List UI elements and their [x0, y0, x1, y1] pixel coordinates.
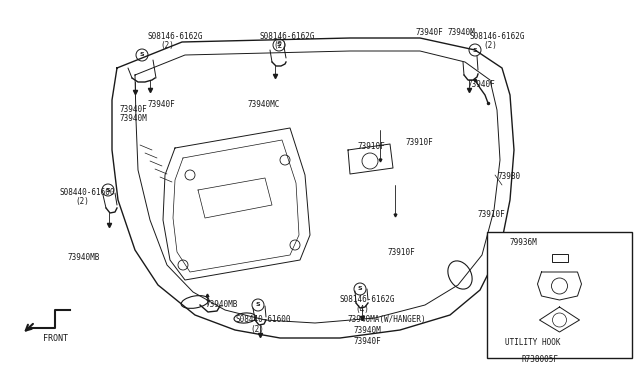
Text: S08440-61600: S08440-61600 [60, 188, 115, 197]
Text: S: S [276, 42, 282, 48]
Text: 73910F: 73910F [388, 248, 416, 257]
Text: FRONT: FRONT [43, 334, 68, 343]
Text: R738005F: R738005F [522, 355, 559, 364]
Text: 739B0: 739B0 [497, 172, 520, 181]
Text: 73940M: 73940M [120, 114, 148, 123]
Text: (2): (2) [250, 325, 264, 334]
Text: 73940MC: 73940MC [248, 100, 280, 109]
Bar [552, 254, 568, 262]
Text: (2): (2) [483, 41, 497, 50]
Text: (2): (2) [75, 197, 89, 206]
Text: S: S [140, 52, 144, 58]
Text: (2): (2) [160, 41, 174, 50]
Text: 73910F: 73910F [358, 142, 386, 151]
Text: S08146-6162G: S08146-6162G [260, 32, 316, 41]
Text: 73940MA(W/HANGER): 73940MA(W/HANGER) [348, 315, 427, 324]
Text: (4): (4) [355, 305, 369, 314]
Text: 73940F: 73940F [353, 337, 381, 346]
Text: 73910F: 73910F [477, 210, 505, 219]
Text: 73940M: 73940M [447, 28, 475, 37]
Text: 73940F: 73940F [120, 105, 148, 114]
Text: S08146-6162G: S08146-6162G [148, 32, 204, 41]
Text: S08440-61600: S08440-61600 [235, 315, 291, 324]
Text: S: S [473, 48, 477, 52]
Text: 79936M: 79936M [510, 238, 538, 247]
Text: 73940F: 73940F [148, 100, 176, 109]
Text: S08146-6162G: S08146-6162G [340, 295, 396, 304]
Text: S: S [106, 187, 110, 192]
Text: (2): (2) [273, 41, 287, 50]
Text: S08146-6162G: S08146-6162G [470, 32, 525, 41]
Text: 73940MB: 73940MB [68, 253, 100, 262]
Text: 73940MB: 73940MB [206, 300, 238, 309]
Bar [487, 232, 632, 358]
Text: S: S [358, 286, 362, 292]
Text: S: S [256, 302, 260, 308]
Text: UTILITY HOOK: UTILITY HOOK [505, 338, 561, 347]
Text: 73940M: 73940M [353, 326, 381, 335]
Text: 73940F: 73940F [468, 80, 496, 89]
Text: 73910F: 73910F [406, 138, 434, 147]
Text: 73940F: 73940F [415, 28, 443, 37]
